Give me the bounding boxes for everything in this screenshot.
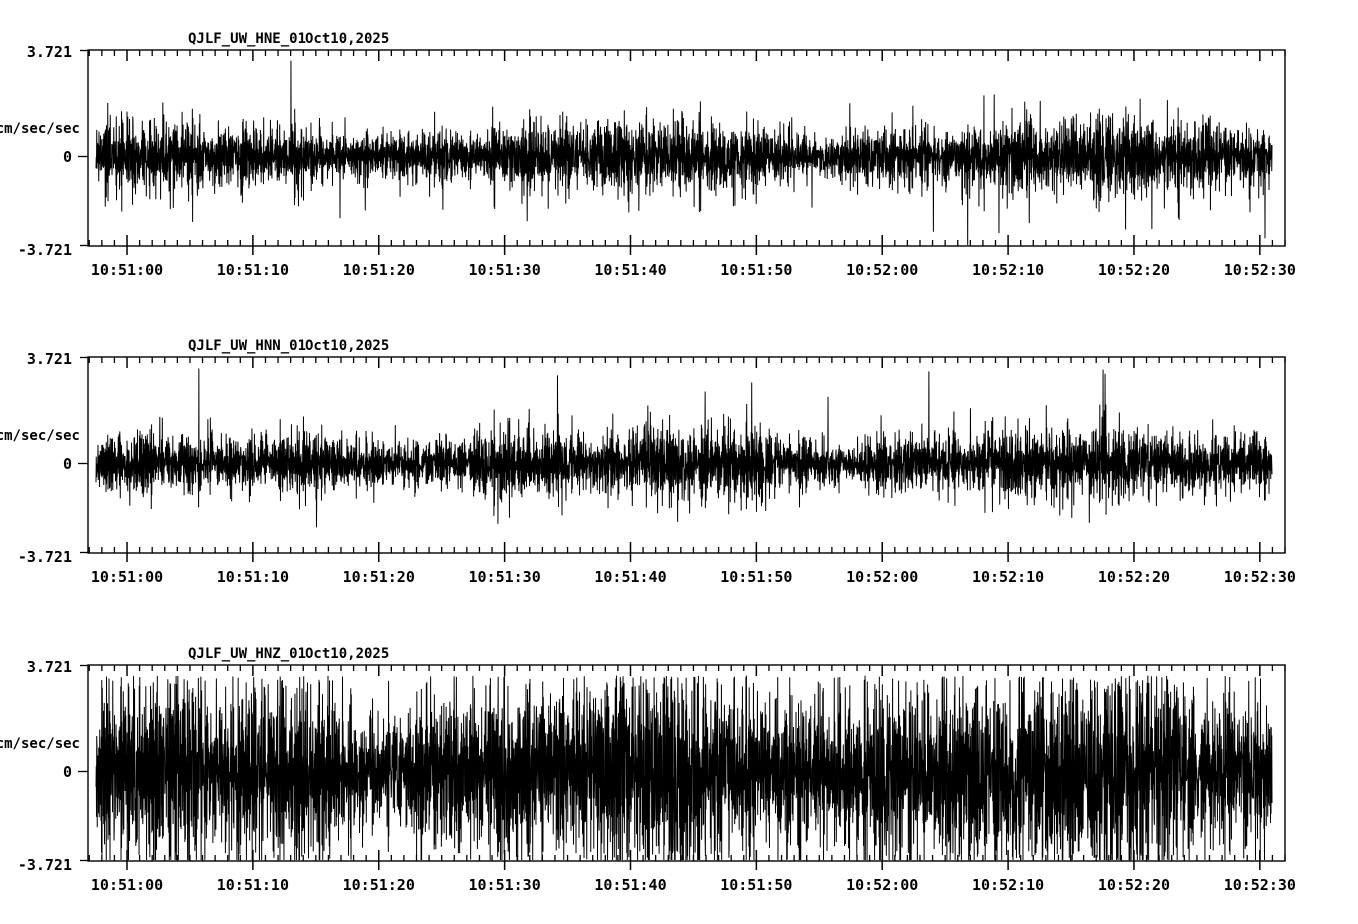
x-axis-tick-label: 10:52:20 xyxy=(1098,876,1170,894)
trace-date-hne: Oct10,2025 xyxy=(305,31,389,47)
trace-date-hnz: Oct10,2025 xyxy=(305,646,389,662)
x-axis-tick-label: 10:51:20 xyxy=(343,261,415,279)
x-axis-tick-label: 10:51:30 xyxy=(468,876,540,894)
x-axis-tick-label: 10:51:00 xyxy=(91,568,163,586)
panel-hnz-frame xyxy=(78,664,1286,862)
x-axis-tick-label: 10:51:40 xyxy=(594,876,666,894)
panel-hnn-frame xyxy=(78,356,1286,554)
x-axis-tick-label: 10:52:00 xyxy=(846,876,918,894)
panel-hne-xlabels: 10:51:00 10:51:10 10:51:20 10:51:30 10:51:40… xyxy=(91,261,1296,279)
panel-hne-frame xyxy=(78,49,1286,247)
panel-hnn-xticks xyxy=(88,357,1286,562)
x-axis-tick-label: 10:51:00 xyxy=(91,876,163,894)
panel-hnn-xlabels: 10:51:00 10:51:10 10:51:20 10:51:30 10:51:40… xyxy=(91,568,1296,586)
x-axis-tick-label: 10:52:20 xyxy=(1098,568,1170,586)
y-axis-zero-label: 0 xyxy=(63,455,72,473)
x-axis-tick-label: 10:51:50 xyxy=(720,261,792,279)
waveform-panel-hne: 3.721 cm/sec/sec 0 -3.721 QJLF_UW_HNE_01… xyxy=(0,0,1358,300)
waveform-trace-hnn xyxy=(95,368,1273,528)
trace-title-hnn: QJLF_UW_HNN_01 xyxy=(188,338,306,354)
x-axis-tick-label: 10:52:30 xyxy=(1224,261,1296,279)
trace-date-hnn: Oct10,2025 xyxy=(305,338,389,354)
trace-title-hne: QJLF_UW_HNE_01 xyxy=(188,31,306,47)
x-axis-tick-label: 10:52:10 xyxy=(972,876,1044,894)
y-axis-zero-label: 0 xyxy=(63,763,72,781)
x-axis-tick-label: 10:52:00 xyxy=(846,261,918,279)
x-axis-tick-label: 10:52:10 xyxy=(972,261,1044,279)
y-axis-max-label: 3.721 xyxy=(27,658,72,676)
x-axis-tick-label: 10:51:20 xyxy=(343,568,415,586)
x-axis-tick-label: 10:52:20 xyxy=(1098,261,1170,279)
trace-title-hnz: QJLF_UW_HNZ_01 xyxy=(188,646,306,662)
waveform-panel-hnn: 3.721 cm/sec/sec 0 -3.721 QJLF_UW_HNN_01… xyxy=(0,307,1358,607)
y-axis-unit-label: cm/sec/sec xyxy=(0,121,80,137)
panel-hnz-xticks xyxy=(88,665,1286,870)
x-axis-tick-label: 10:51:00 xyxy=(91,261,163,279)
x-axis-tick-label: 10:52:10 xyxy=(972,568,1044,586)
panel-hne-svg: 3.721 cm/sec/sec 0 -3.721 QJLF_UW_HNE_01… xyxy=(0,31,1296,279)
panel-hnz-xlabels: 10:51:00 10:51:10 10:51:20 10:51:30 10:51:40… xyxy=(91,876,1296,894)
waveform-trace-hne xyxy=(95,60,1273,246)
y-axis-max-label: 3.721 xyxy=(27,350,72,368)
y-axis-min-label: -3.721 xyxy=(18,548,72,566)
x-axis-tick-label: 10:51:50 xyxy=(720,568,792,586)
y-axis-zero-label: 0 xyxy=(63,148,72,166)
x-axis-tick-label: 10:51:40 xyxy=(594,261,666,279)
panel-hnn-svg: 3.721 cm/sec/sec 0 -3.721 QJLF_UW_HNN_01… xyxy=(0,338,1296,586)
x-axis-tick-label: 10:52:30 xyxy=(1224,876,1296,894)
y-axis-max-label: 3.721 xyxy=(27,43,72,61)
x-axis-tick-label: 10:51:10 xyxy=(217,568,289,586)
y-axis-min-label: -3.721 xyxy=(18,856,72,874)
panel-hne-xticks xyxy=(88,50,1286,255)
x-axis-tick-label: 10:51:40 xyxy=(594,568,666,586)
x-axis-tick-label: 10:51:30 xyxy=(468,568,540,586)
x-axis-tick-label: 10:51:10 xyxy=(217,261,289,279)
x-axis-tick-label: 10:51:50 xyxy=(720,876,792,894)
waveform-trace-hnz xyxy=(95,675,1273,861)
x-axis-tick-label: 10:51:20 xyxy=(343,876,415,894)
y-axis-unit-label: cm/sec/sec xyxy=(0,428,80,444)
x-axis-tick-label: 10:51:30 xyxy=(468,261,540,279)
panel-hnz-svg: 3.721 cm/sec/sec 0 -3.721 QJLF_UW_HNZ_01… xyxy=(0,646,1296,894)
y-axis-unit-label: cm/sec/sec xyxy=(0,736,80,752)
x-axis-tick-label: 10:51:10 xyxy=(217,876,289,894)
x-axis-tick-label: 10:52:00 xyxy=(846,568,918,586)
y-axis-min-label: -3.721 xyxy=(18,241,72,259)
waveform-panel-hnz: 3.721 cm/sec/sec 0 -3.721 QJLF_UW_HNZ_01… xyxy=(0,615,1358,920)
x-axis-tick-label: 10:52:30 xyxy=(1224,568,1296,586)
